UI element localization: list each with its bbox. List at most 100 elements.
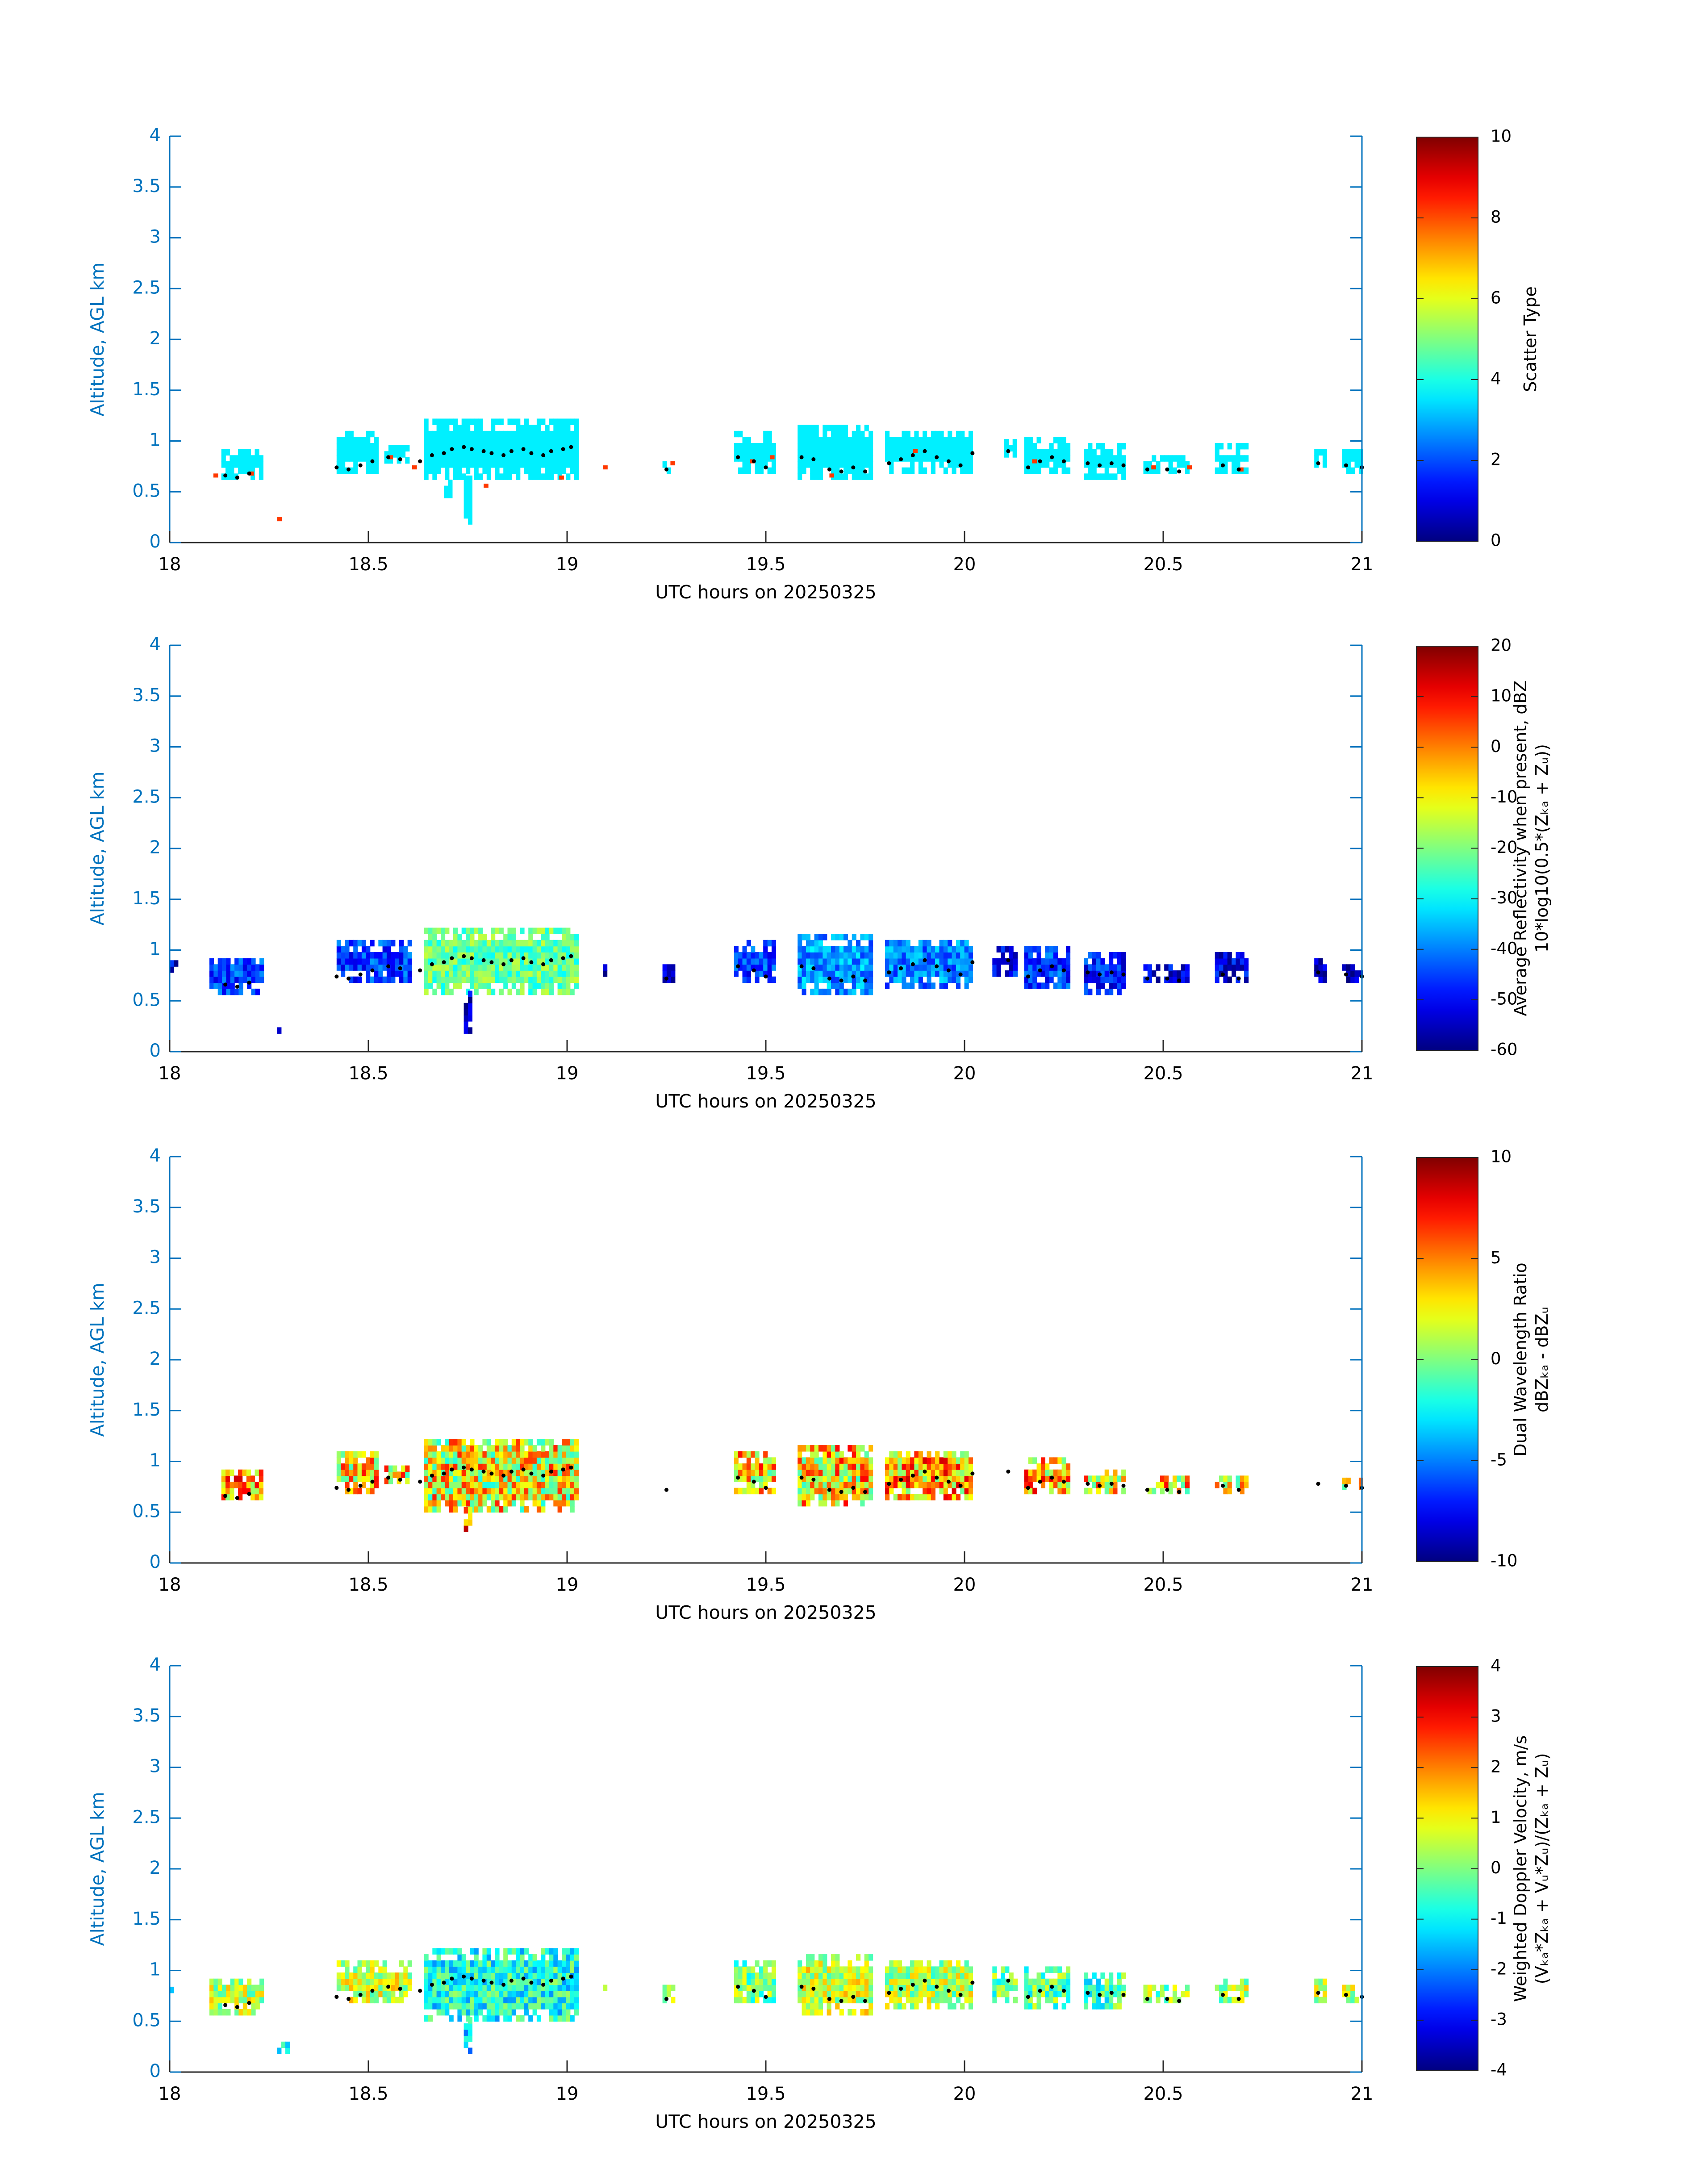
heatmap-cell xyxy=(798,1463,802,1470)
heatmap-cell xyxy=(541,473,546,480)
heatmap-cell xyxy=(763,940,768,947)
cloud-base-point xyxy=(430,962,434,966)
heatmap-cell xyxy=(336,964,341,971)
cloud-base-points xyxy=(223,1974,1364,2009)
heatmap-cell xyxy=(1342,1985,1347,1991)
cloud-base-point xyxy=(799,1475,804,1480)
heatmap-cell xyxy=(806,1960,810,1967)
heatmap-cell xyxy=(1322,1978,1327,1985)
heatmap-cell xyxy=(499,443,504,450)
heatmap-cell xyxy=(918,982,923,989)
heatmap-cell xyxy=(893,970,898,977)
heatmap-cell xyxy=(217,958,222,965)
heatmap-cell xyxy=(566,976,571,983)
heatmap-cell xyxy=(357,1972,362,1979)
heatmap-cell xyxy=(226,964,231,971)
cloud-base-point xyxy=(223,473,228,478)
heatmap-cell xyxy=(844,1488,848,1495)
heatmap-cell xyxy=(902,1463,906,1470)
heatmap-cell xyxy=(424,1985,429,1991)
heatmap-cell xyxy=(738,455,743,462)
heatmap-cell xyxy=(818,1500,823,1507)
heatmap-cell xyxy=(960,1488,965,1495)
heatmap-cell xyxy=(814,425,819,431)
heatmap-cell xyxy=(996,1985,1001,1991)
heatmap-cell xyxy=(407,1978,412,1985)
heatmap-cell xyxy=(802,1457,806,1464)
heatmap-cell xyxy=(902,1469,906,1476)
heatmap-cell xyxy=(370,430,375,438)
heatmap-cell xyxy=(1066,455,1071,462)
colorbar-tick-label: -10 xyxy=(1491,787,1517,806)
heatmap-cell xyxy=(823,952,827,959)
heatmap-cell xyxy=(222,988,227,995)
heatmap-cell xyxy=(767,1997,772,2004)
heatmap-cell xyxy=(806,2009,810,2016)
cloud-base-point xyxy=(469,447,474,451)
heatmap-cell xyxy=(570,1500,575,1507)
heatmap-cell xyxy=(823,1445,827,1452)
heatmap-cell xyxy=(1346,976,1351,983)
heatmap-cell xyxy=(570,1475,575,1482)
heatmap-cell xyxy=(428,1445,433,1452)
heatmap-cell xyxy=(923,437,927,443)
heatmap-cell xyxy=(366,964,371,971)
heatmap-cell xyxy=(449,940,454,947)
heatmap-cell xyxy=(445,461,450,468)
heatmap-cell xyxy=(1223,976,1228,983)
colorbar-tick-label: 10 xyxy=(1491,1147,1512,1166)
heatmap-cell xyxy=(507,473,512,480)
cloud-base-point xyxy=(418,459,422,464)
heatmap-cell xyxy=(1057,455,1062,462)
heatmap-cell xyxy=(532,437,537,443)
heatmap-cell xyxy=(856,952,861,959)
heatmap-cell xyxy=(424,1457,429,1464)
cloud-base-point xyxy=(764,1486,768,1490)
heatmap-cell xyxy=(1232,958,1236,965)
heatmap-cell xyxy=(432,940,437,947)
heatmap-cell xyxy=(996,1991,1001,1997)
heatmap-cell xyxy=(927,1482,931,1488)
heatmap-cell xyxy=(405,457,410,464)
heatmap-cell xyxy=(461,1500,466,1507)
heatmap-cell xyxy=(898,952,902,959)
heatmap-cell xyxy=(461,2009,466,2016)
heatmap-cell xyxy=(457,467,462,474)
heatmap-cell xyxy=(956,1463,960,1470)
heatmap-cell xyxy=(1152,455,1157,462)
heatmap-cell xyxy=(1036,1463,1041,1470)
heatmap-cell xyxy=(906,970,910,977)
heatmap-cell xyxy=(557,1445,562,1452)
heatmap-cell xyxy=(742,1972,747,1979)
heatmap-cell xyxy=(939,1469,944,1476)
heatmap-cell xyxy=(848,1966,852,1973)
plot-area xyxy=(170,645,1362,1052)
heatmap-cell xyxy=(956,1972,960,1979)
heatmap-cell xyxy=(557,1972,562,1979)
heatmap-cell xyxy=(810,1488,815,1495)
heatmap-cell xyxy=(557,430,562,438)
heatmap-cell xyxy=(532,1978,537,1985)
cloud-base-point xyxy=(1236,1488,1241,1492)
heatmap-cell xyxy=(767,449,772,456)
heatmap-cell xyxy=(1156,1997,1161,2004)
heatmap-cell xyxy=(499,928,504,934)
heatmap-cell xyxy=(889,455,894,462)
x-tick-label: 19.5 xyxy=(746,2084,785,2104)
heatmap-cell xyxy=(906,1978,910,1985)
heatmap-cell xyxy=(528,443,533,450)
heatmap-cell xyxy=(927,1985,931,1991)
heatmap-cell xyxy=(839,1991,844,1997)
heatmap-cell xyxy=(910,1482,915,1488)
heatmap-cell xyxy=(918,449,923,456)
heatmap-cell xyxy=(545,1966,550,1973)
colorbar-label: Weighted Doppler Velocity, m/s xyxy=(1511,1735,1530,2002)
heatmap-cell xyxy=(885,958,890,965)
heatmap-cell xyxy=(474,1966,479,1973)
heatmap-cell xyxy=(931,455,935,462)
heatmap-cell xyxy=(759,1482,764,1488)
heatmap-cell xyxy=(835,1494,840,1500)
heatmap-cell xyxy=(798,455,802,462)
heatmap-cell xyxy=(1113,1991,1118,1997)
heatmap-cell xyxy=(566,449,571,456)
